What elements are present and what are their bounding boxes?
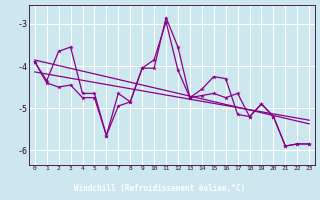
Text: Windchill (Refroidissement éolien,°C): Windchill (Refroidissement éolien,°C) (75, 184, 245, 193)
